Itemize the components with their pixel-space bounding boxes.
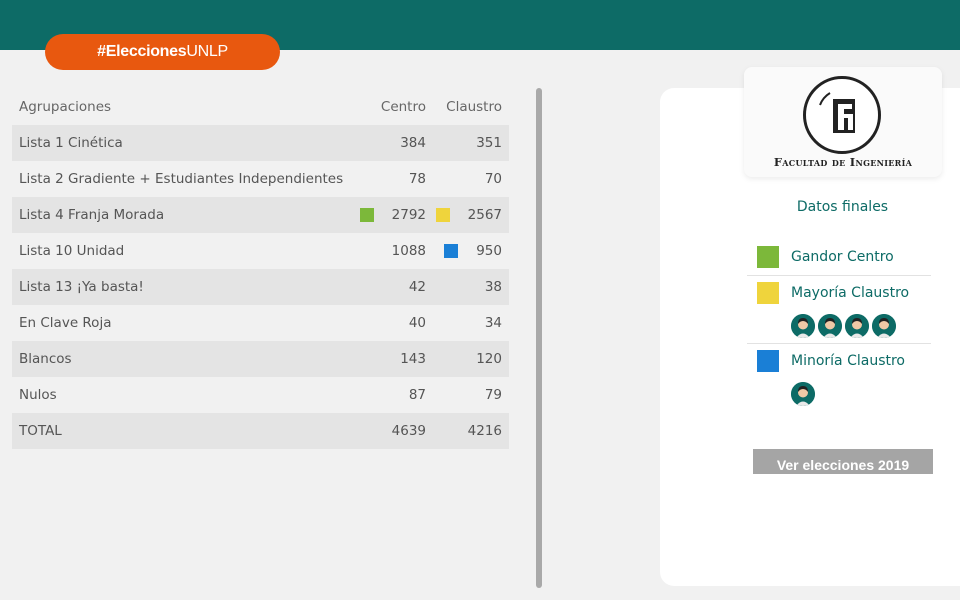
agrupacion-name-value: Lista 1 Cinética: [19, 135, 123, 151]
agrupacion-name-value: Nulos: [19, 387, 57, 403]
seat-avatar-icon: [818, 314, 842, 338]
agrupacion-name: Nulos: [12, 387, 357, 403]
result-marker-icon: [359, 208, 374, 222]
legend-item: Mayoría Claustro: [747, 282, 931, 304]
legend-color-icon: [757, 246, 779, 268]
agrupacion-name-value: Lista 4 Franja Morada: [19, 207, 165, 223]
agrupacion-name: Lista 10 Unidad: [12, 243, 357, 259]
hashtag-bold: #Elecciones: [97, 43, 187, 60]
datos-finales-title: Datos finales: [796, 199, 889, 215]
legend-label: Gandor Centro: [791, 249, 894, 265]
table-header-row: Agrupaciones Centro Claustro: [12, 89, 509, 125]
seat-avatar-icon: [845, 314, 869, 338]
agrupacion-name-value: Lista 2 Gradiente + Estudiantes Independ…: [19, 171, 344, 187]
header-claustro: Claustro: [446, 99, 502, 115]
claustro-votes: 351: [433, 135, 509, 151]
claustro-votes-value: 79: [484, 387, 502, 403]
claustro-votes-value: 4216: [467, 423, 502, 439]
claustro-votes-value: 34: [484, 315, 502, 331]
table-row: Blancos 143 120: [12, 341, 509, 377]
seat-avatar-icon: [791, 314, 815, 338]
result-marker-icon: [435, 208, 450, 222]
centro-votes: 40: [357, 315, 433, 331]
claustro-votes: 2567: [433, 207, 509, 223]
hashtag-rest: UNLP: [186, 43, 228, 60]
claustro-votes: 950: [433, 243, 509, 259]
claustro-votes: 120: [433, 351, 509, 367]
claustro-votes-value: 70: [484, 171, 502, 187]
claustro-votes-value: 2567: [467, 207, 502, 223]
agrupacion-name-value: TOTAL: [19, 423, 62, 439]
centro-votes: 143: [357, 351, 433, 367]
table-row: Lista 1 Cinética 384 351: [12, 125, 509, 161]
faculty-logo-card: Facultad de Ingeniería: [744, 67, 942, 177]
claustro-votes: 79: [433, 387, 509, 403]
faculty-logo-icon: [803, 76, 881, 154]
table-row: Lista 2 Gradiente + Estudiantes Independ…: [12, 161, 509, 197]
agrupacion-name-value: En Clave Roja: [19, 315, 112, 331]
centro-votes-value: 40: [408, 315, 426, 331]
centro-votes: 4639: [357, 423, 433, 439]
table-row: TOTAL 4639 4216: [12, 413, 509, 449]
centro-votes: 1088: [357, 243, 433, 259]
centro-votes: 78: [357, 171, 433, 187]
table-row: Lista 13 ¡Ya basta! 42 38: [12, 269, 509, 305]
hashtag-badge[interactable]: #EleccionesUNLP: [45, 34, 280, 70]
legend-item: Gandor Centro: [747, 246, 931, 268]
scrollbar[interactable]: [536, 88, 542, 588]
claustro-votes: 34: [433, 315, 509, 331]
centro-votes-value: 384: [400, 135, 426, 151]
legend-item: Minoría Claustro: [747, 350, 931, 372]
seat-avatar-icon: [872, 314, 896, 338]
legend-divider: [747, 275, 931, 276]
seat-avatar-icon: [791, 382, 815, 406]
result-marker-icon: [444, 244, 459, 258]
agrupacion-name: En Clave Roja: [12, 315, 357, 331]
legend-color-icon: [757, 350, 779, 372]
agrupacion-name: Blancos: [12, 351, 357, 367]
table-row: Lista 4 Franja Morada 2792 2567: [12, 197, 509, 233]
table-row: Lista 10 Unidad 1088 950: [12, 233, 509, 269]
claustro-votes-value: 120: [476, 351, 502, 367]
agrupacion-name-value: Lista 10 Unidad: [19, 243, 125, 259]
claustro-votes: 4216: [433, 423, 509, 439]
centro-votes: 42: [357, 279, 433, 295]
agrupacion-name-value: Blancos: [19, 351, 72, 367]
ver-elecciones-button[interactable]: Ver elecciones 2019: [753, 449, 933, 474]
agrupacion-name: Lista 13 ¡Ya basta!: [12, 279, 357, 295]
centro-votes-value: 42: [408, 279, 426, 295]
centro-votes: 384: [357, 135, 433, 151]
claustro-votes: 38: [433, 279, 509, 295]
agrupacion-name-value: Lista 13 ¡Ya basta!: [19, 279, 144, 295]
legend-label: Minoría Claustro: [791, 353, 905, 369]
centro-votes-value: 4639: [391, 423, 426, 439]
claustro-votes: 70: [433, 171, 509, 187]
agrupacion-name: Lista 2 Gradiente + Estudiantes Independ…: [12, 171, 357, 187]
agrupacion-name: Lista 4 Franja Morada: [12, 207, 357, 223]
header-agrupaciones: Agrupaciones: [19, 99, 112, 115]
centro-votes-value: 78: [408, 171, 426, 187]
claustro-votes-value: 950: [476, 243, 502, 259]
claustro-votes-value: 38: [484, 279, 502, 295]
legend-color-icon: [757, 282, 779, 304]
seats-avatars: [791, 314, 896, 338]
header-centro: Centro: [380, 99, 426, 115]
table-row: Nulos 87 79: [12, 377, 509, 413]
agrupacion-name: TOTAL: [12, 423, 357, 439]
legend-divider: [747, 343, 931, 344]
centro-votes-value: 87: [408, 387, 426, 403]
faculty-logo-text: Facultad de Ingeniería: [773, 155, 913, 169]
centro-votes-value: 2792: [391, 207, 426, 223]
agrupacion-name: Lista 1 Cinética: [12, 135, 357, 151]
centro-votes-value: 1088: [391, 243, 426, 259]
results-table: Agrupaciones Centro Claustro Lista 1 Cin…: [12, 89, 509, 449]
claustro-votes-value: 351: [476, 135, 502, 151]
seats-avatars: [791, 382, 815, 406]
table-row: En Clave Roja 40 34: [12, 305, 509, 341]
centro-votes-value: 143: [400, 351, 426, 367]
centro-votes: 2792: [357, 207, 433, 223]
legend-label: Mayoría Claustro: [791, 285, 910, 301]
centro-votes: 87: [357, 387, 433, 403]
